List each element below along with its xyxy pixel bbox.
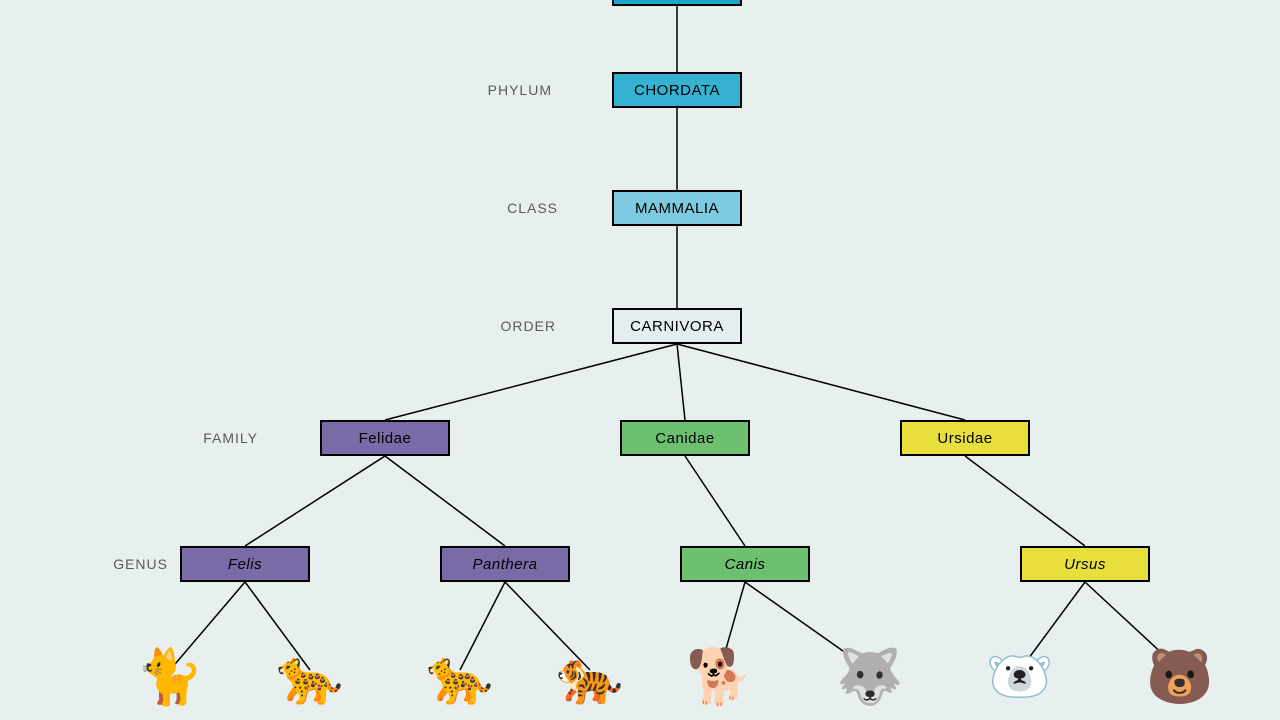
genus-box-canis: Canis bbox=[680, 546, 810, 582]
family-box-canidae: Canidae bbox=[620, 420, 750, 456]
rank-label-class: CLASS bbox=[438, 200, 558, 216]
species-animal: 🐆 bbox=[400, 650, 520, 704]
rank-label-family: FAMILY bbox=[138, 430, 258, 446]
genus-box-felis: Felis bbox=[180, 546, 310, 582]
species-animal: 🐻‍❄️ bbox=[960, 650, 1080, 704]
species-animal: 🐺 bbox=[810, 650, 930, 704]
rank-box-phylum: CHORDATA bbox=[612, 72, 742, 108]
rank-label-phylum: PHYLUM bbox=[432, 82, 552, 98]
rank-label-genus: GENUS bbox=[48, 556, 168, 572]
rank-box-order: CARNIVORA bbox=[612, 308, 742, 344]
species-animal: 🐆 bbox=[250, 650, 370, 704]
taxonomy-tree: CHORDATA PHYLUM MAMMALIA CLASS CARNIVORA ORDE… bbox=[0, 0, 1280, 720]
family-box-felidae: Felidae bbox=[320, 420, 450, 456]
rank-label-order: ORDER bbox=[436, 318, 556, 334]
genus-box-panthera: Panthera bbox=[440, 546, 570, 582]
family-box-ursidae: Ursidae bbox=[900, 420, 1030, 456]
species-animal: 🐻 bbox=[1120, 650, 1240, 704]
rank-box-top bbox=[612, 0, 742, 6]
connector-lines bbox=[0, 0, 1280, 720]
species-animal: 🐅 bbox=[530, 650, 650, 704]
rank-box-class: MAMMALIA bbox=[612, 190, 742, 226]
species-animal: 🐈 bbox=[110, 650, 230, 704]
species-animal: 🐕 bbox=[660, 650, 780, 704]
genus-box-ursus: Ursus bbox=[1020, 546, 1150, 582]
